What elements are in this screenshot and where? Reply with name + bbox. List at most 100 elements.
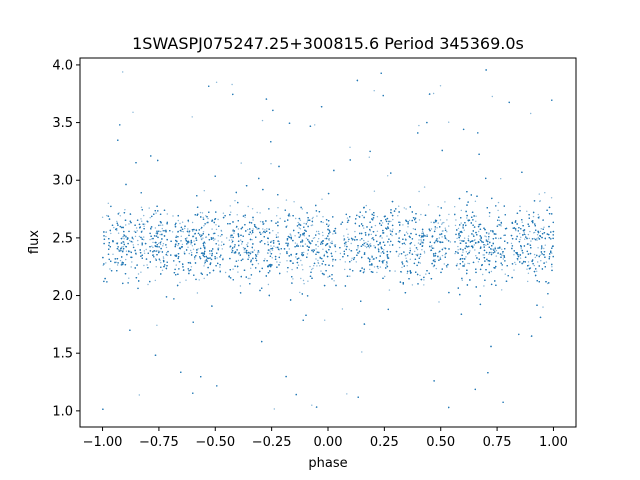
- data-point: [363, 239, 365, 242]
- data-point: [495, 249, 498, 252]
- data-point: [148, 207, 150, 209]
- data-point: [428, 204, 430, 206]
- data-point: [419, 274, 421, 277]
- data-point: [291, 268, 293, 271]
- data-point: [271, 249, 274, 251]
- data-point: [519, 232, 521, 235]
- data-point: [160, 224, 162, 226]
- data-point: [377, 247, 380, 250]
- data-point: [351, 257, 353, 259]
- data-point: [365, 242, 367, 244]
- data-point: [418, 239, 420, 241]
- data-point: [533, 237, 535, 240]
- data-point: [503, 234, 505, 237]
- data-point: [261, 119, 264, 122]
- data-point: [389, 230, 392, 232]
- data-point: [161, 269, 164, 271]
- data-point: [343, 239, 345, 242]
- data-point: [377, 267, 379, 270]
- data-point: [316, 265, 318, 267]
- data-point: [376, 230, 379, 232]
- data-point: [117, 232, 120, 234]
- data-point: [276, 215, 278, 217]
- data-point: [240, 162, 242, 164]
- data-point: [456, 251, 458, 253]
- data-point: [530, 240, 532, 242]
- data-point: [179, 222, 181, 225]
- data-point: [143, 250, 145, 252]
- data-point: [182, 231, 184, 233]
- data-point: [463, 237, 466, 239]
- data-point: [286, 271, 288, 273]
- data-point: [116, 220, 118, 223]
- data-point: [181, 230, 183, 233]
- data-point: [295, 256, 297, 258]
- data-point: [315, 248, 317, 250]
- data-point: [252, 219, 254, 221]
- data-point: [132, 238, 135, 240]
- data-point: [477, 261, 480, 263]
- data-point: [253, 249, 256, 251]
- data-point: [536, 234, 539, 236]
- data-point: [188, 252, 190, 255]
- data-point: [187, 228, 189, 230]
- data-point: [138, 235, 141, 238]
- data-point: [257, 253, 259, 255]
- data-point: [267, 283, 270, 286]
- data-point: [276, 261, 278, 263]
- data-point: [438, 237, 440, 239]
- data-point: [162, 243, 165, 245]
- data-point: [448, 213, 450, 216]
- data-point: [386, 235, 388, 237]
- data-point: [520, 236, 522, 238]
- data-point: [517, 259, 519, 261]
- data-point: [485, 238, 488, 241]
- data-point: [140, 271, 142, 273]
- data-point: [249, 277, 251, 280]
- data-point: [432, 265, 435, 268]
- data-point: [145, 248, 147, 251]
- data-point: [397, 215, 399, 217]
- data-point: [347, 233, 349, 235]
- data-point: [497, 209, 499, 212]
- data-point: [311, 404, 313, 406]
- data-point: [244, 216, 246, 218]
- data-point: [204, 259, 206, 262]
- data-point: [290, 234, 292, 236]
- data-point: [217, 240, 219, 242]
- data-point: [217, 247, 219, 250]
- data-point: [146, 264, 148, 266]
- data-point: [137, 243, 139, 246]
- data-point: [391, 234, 393, 237]
- data-point: [462, 251, 464, 253]
- data-point: [299, 245, 302, 247]
- data-point: [454, 252, 456, 255]
- data-point: [159, 243, 162, 246]
- data-point: [540, 228, 542, 230]
- data-point: [327, 276, 329, 278]
- data-point: [247, 277, 249, 280]
- data-point: [101, 216, 104, 218]
- data-point: [320, 270, 322, 272]
- data-point: [414, 244, 416, 246]
- data-point: [180, 235, 182, 237]
- data-point: [536, 237, 538, 240]
- data-point: [361, 214, 364, 217]
- data-point: [220, 230, 223, 232]
- data-point: [443, 247, 445, 249]
- data-point: [202, 216, 204, 219]
- data-point: [409, 247, 411, 249]
- data-point: [312, 216, 314, 219]
- data-point: [161, 224, 164, 226]
- data-point: [543, 226, 545, 228]
- data-point: [295, 217, 297, 220]
- data-point: [545, 261, 548, 263]
- data-point: [467, 235, 470, 237]
- data-point: [123, 238, 125, 240]
- data-point: [137, 239, 139, 242]
- data-point: [546, 282, 549, 285]
- data-point: [367, 234, 370, 237]
- data-point: [147, 283, 149, 286]
- data-point: [177, 219, 179, 222]
- data-point: [355, 261, 357, 263]
